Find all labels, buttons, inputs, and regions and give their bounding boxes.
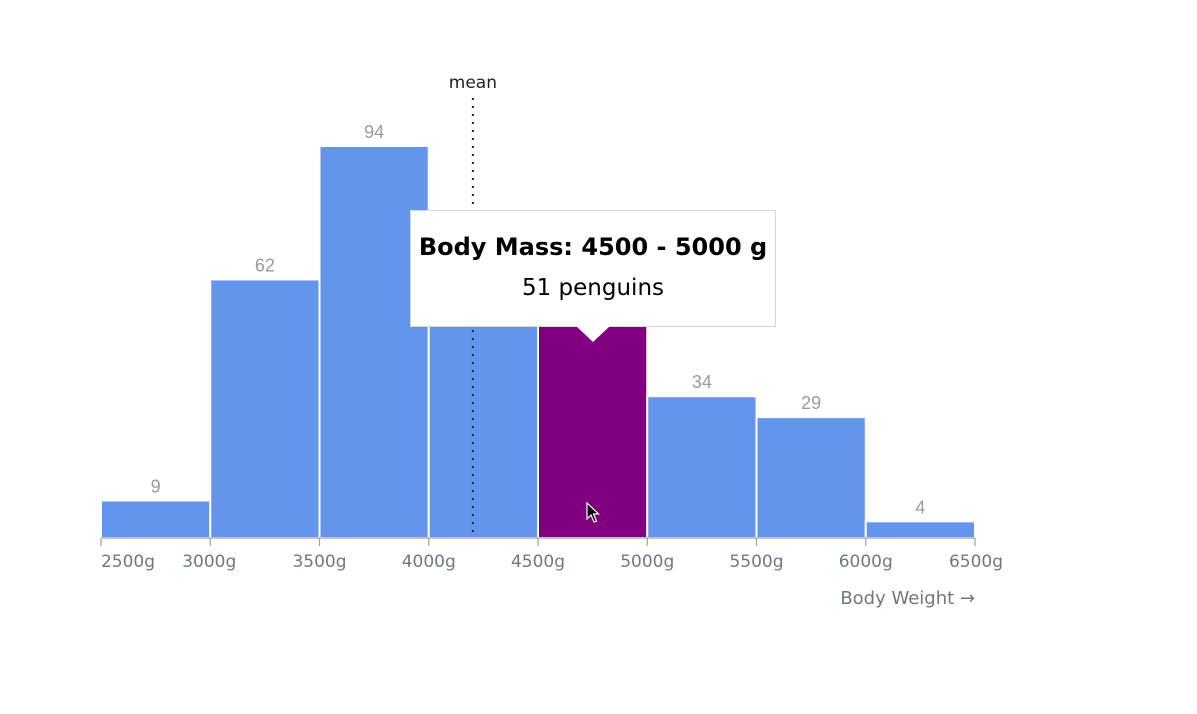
histogram-bar[interactable] [100, 499, 212, 539]
bar-count-label: 29 [801, 393, 821, 413]
bar-count-label: 4 [915, 497, 925, 517]
x-axis: 2500g 3000g 3500g 4000g 4500g 5000g 5500g 6000g… [100, 537, 1003, 572]
x-axis-tick-label: 2500g [101, 552, 155, 572]
x-axis-tick-label: 6500g [949, 552, 1003, 572]
tooltip-title: Body Mass: 4500 - 5000 g [418, 233, 768, 261]
x-axis-tick-label: 3000g [182, 552, 236, 572]
x-axis-tick-label: 5500g [729, 552, 783, 572]
histogram-bar[interactable] [646, 395, 758, 539]
tooltip-value: 51 penguins [521, 275, 665, 301]
x-axis-title: Body Weight → [840, 588, 975, 609]
x-axis-tick-label: 3500g [292, 552, 346, 572]
tooltip: Body Mass: 4500 - 5000 g 51 penguins [410, 210, 776, 327]
bar-count-label: 34 [692, 372, 712, 392]
mean-marker: mean [449, 73, 497, 538]
histogram-bar[interactable] [209, 278, 321, 539]
bar-count-label: 62 [255, 255, 275, 275]
bar-count-label: 9 [151, 476, 161, 496]
x-axis-tick-label: 4500g [511, 552, 565, 572]
histogram-bar[interactable] [427, 299, 539, 540]
mouse-pointer-icon [586, 502, 600, 523]
bar-count-label: 94 [364, 122, 384, 142]
count-labels-group: 9 62 94 34 29 4 [151, 122, 926, 517]
mean-label: mean [449, 73, 497, 93]
x-axis-tick-label: 5000g [620, 552, 674, 572]
tooltip-arrow [576, 326, 610, 342]
histogram-bar[interactable] [755, 416, 867, 540]
histogram-bar[interactable] [318, 145, 430, 539]
x-axis-tick-label: 4000g [402, 552, 456, 572]
histogram-bar[interactable] [537, 324, 649, 539]
bars-group [100, 145, 976, 540]
histogram-bar[interactable] [864, 520, 976, 540]
x-axis-tick-label: 6000g [839, 552, 893, 572]
